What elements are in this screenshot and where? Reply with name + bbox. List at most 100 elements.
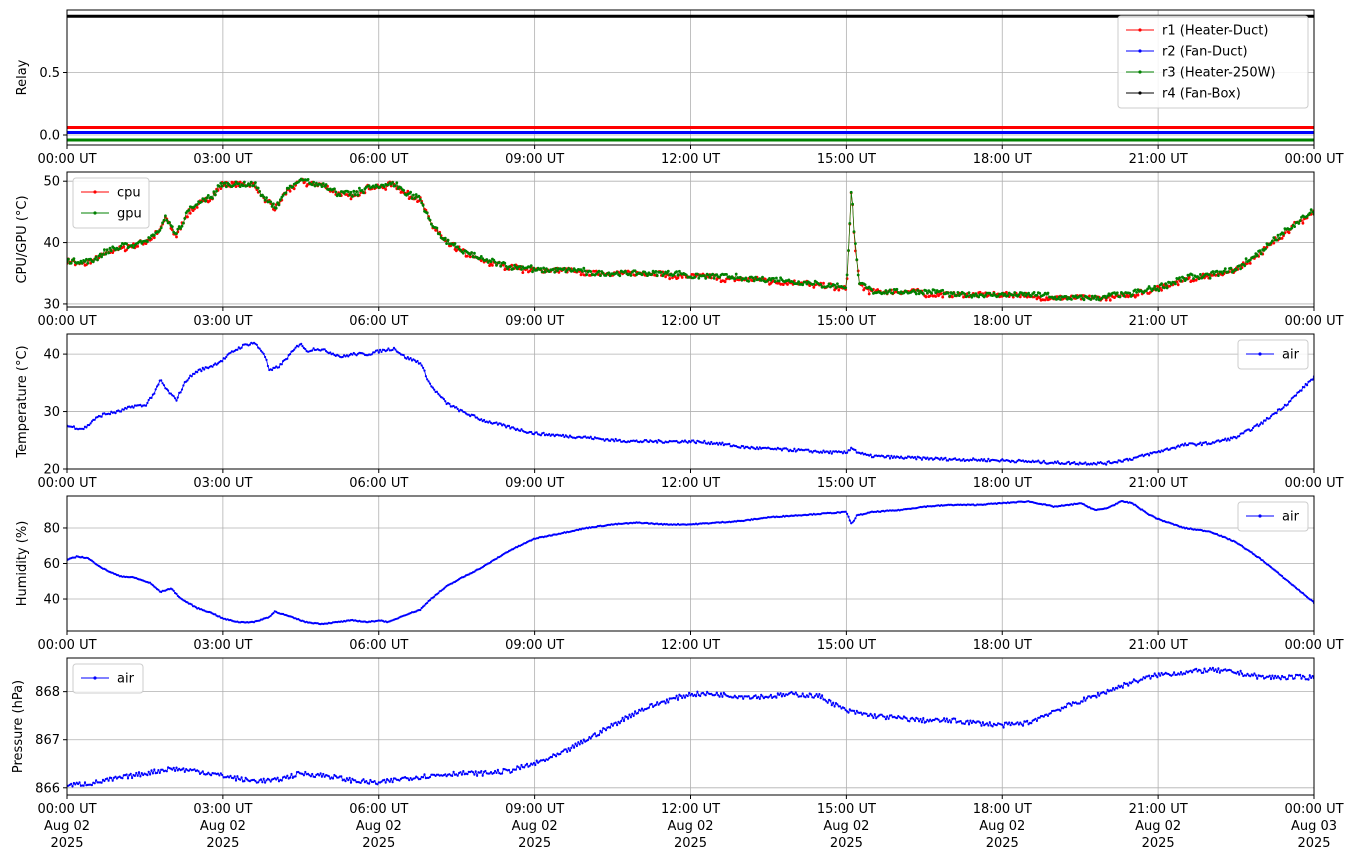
data-point — [642, 440, 645, 443]
data-point — [793, 693, 796, 696]
data-point — [807, 695, 810, 699]
data-point — [675, 694, 678, 697]
data-point — [1217, 439, 1220, 442]
data-point — [495, 771, 498, 775]
data-point — [154, 388, 157, 391]
x-tick-year: 2025 — [50, 836, 83, 851]
data-point — [1106, 688, 1109, 691]
data-point — [158, 229, 162, 232]
data-point — [156, 385, 159, 388]
data-point — [694, 695, 698, 698]
data-point — [1064, 295, 1068, 298]
data-point — [872, 716, 875, 720]
data-point — [352, 189, 356, 193]
data-point — [888, 288, 892, 292]
data-point — [367, 184, 371, 188]
data-point — [1092, 297, 1096, 300]
data-point — [413, 777, 416, 780]
data-point — [696, 690, 699, 693]
data-point — [103, 248, 106, 252]
data-point — [320, 775, 323, 778]
data-point — [444, 400, 447, 403]
data-point — [417, 194, 421, 198]
data-point — [1218, 671, 1221, 674]
data-point — [218, 774, 221, 777]
legend-marker — [1138, 91, 1142, 95]
data-point — [665, 698, 669, 701]
data-point — [696, 272, 699, 276]
x-tick-label: 00:00 UT — [37, 476, 96, 491]
data-point — [959, 720, 962, 723]
data-point — [751, 276, 755, 280]
data-point — [161, 768, 164, 771]
data-point — [266, 364, 269, 368]
data-point — [552, 433, 555, 436]
data-point — [1173, 671, 1176, 674]
data-point — [430, 222, 433, 226]
data-point — [387, 779, 390, 782]
data-point — [966, 294, 969, 298]
data-point — [535, 431, 538, 434]
data-point — [352, 351, 355, 355]
data-point — [809, 693, 813, 696]
data-point — [840, 450, 843, 453]
data-point — [822, 449, 825, 452]
data-point — [82, 784, 85, 787]
data-point — [812, 286, 816, 289]
data-point — [293, 348, 296, 351]
data-point — [276, 201, 279, 205]
data-point — [176, 396, 179, 399]
data-point — [455, 406, 458, 409]
data-point — [312, 347, 315, 350]
data-point — [1297, 588, 1300, 591]
data-point — [1178, 445, 1181, 448]
data-point — [1154, 674, 1158, 677]
data-point — [618, 274, 622, 278]
data-point — [719, 692, 723, 695]
data-point — [306, 178, 310, 181]
data-point — [219, 181, 223, 185]
data-point — [1186, 443, 1189, 447]
data-point — [360, 189, 364, 192]
data-point — [520, 268, 523, 271]
data-point — [847, 249, 850, 252]
data-point — [786, 448, 789, 451]
data-point — [483, 418, 486, 422]
data-point — [165, 388, 168, 391]
data-point — [537, 761, 540, 764]
data-point — [647, 706, 651, 709]
data-point — [1275, 412, 1278, 415]
data-point — [157, 383, 160, 386]
data-point — [715, 441, 718, 444]
data-point — [922, 717, 925, 720]
y-tick-label: 60 — [43, 557, 60, 572]
data-point — [1143, 677, 1147, 680]
data-point — [274, 206, 278, 210]
data-point — [739, 446, 742, 449]
x-tick-label: 06:00 UT — [349, 802, 408, 817]
data-point — [621, 716, 624, 720]
data-point — [94, 255, 98, 259]
legend-item: air — [1246, 348, 1300, 363]
data-point — [759, 279, 763, 282]
data-point — [983, 458, 986, 461]
data-point — [196, 371, 199, 374]
data-point — [119, 244, 123, 248]
data-point — [600, 731, 603, 734]
data-point — [323, 348, 326, 351]
data-point — [555, 755, 558, 758]
data-point — [532, 433, 536, 436]
data-point — [1117, 684, 1120, 687]
data-point — [804, 696, 807, 699]
data-point — [448, 402, 451, 405]
data-point — [1272, 677, 1275, 680]
x-tick-label: 00:00 UT — [1284, 314, 1343, 329]
x-tick-label: 21:00 UT — [1129, 638, 1188, 653]
data-point — [940, 456, 943, 459]
data-point — [754, 694, 757, 697]
data-point — [1121, 292, 1125, 296]
y-tick-label: 0.5 — [39, 66, 60, 81]
data-point — [107, 251, 110, 255]
x-tick-year: 2025 — [674, 836, 707, 851]
data-point — [1160, 282, 1163, 286]
